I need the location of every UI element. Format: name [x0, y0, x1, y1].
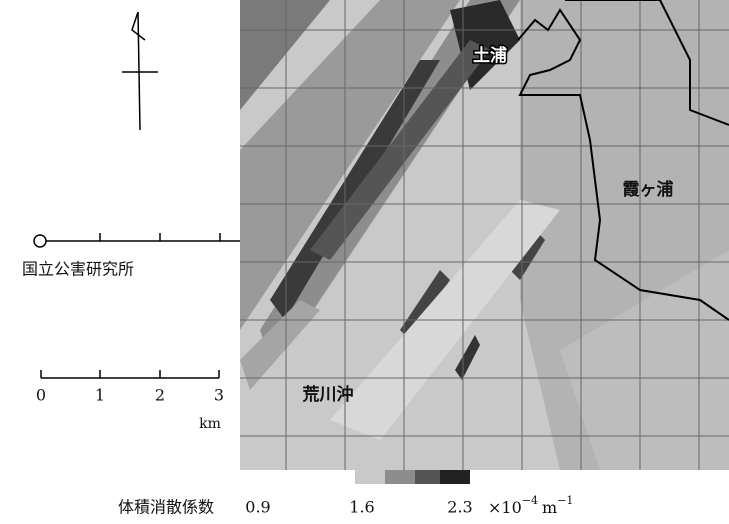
scale-bar	[41, 370, 219, 378]
colorbar-label: 体積消散係数	[118, 498, 214, 517]
site-marker	[34, 233, 240, 247]
scale-label: 3	[214, 386, 224, 405]
unit-part: −1	[557, 494, 573, 507]
unit-part: −4	[522, 494, 538, 507]
colorbar-tick: 1.6	[349, 498, 374, 517]
place-label: 土浦	[473, 45, 507, 66]
colorbar	[355, 470, 470, 484]
scale-label: 1	[95, 386, 105, 405]
scale-label: 2	[155, 386, 165, 405]
unit-part: m	[542, 498, 557, 517]
place-label: 霞ヶ浦	[623, 179, 674, 200]
figure: 土浦 霞ヶ浦 荒川沖 国立公害研究所 0 1 2 3 km 体積消散係数 0.9…	[0, 0, 729, 524]
colorbar-tick: 0.9	[245, 498, 270, 517]
colorbar-tick: 2.3	[447, 498, 472, 517]
place-label: 荒川沖	[302, 384, 354, 405]
scale-unit: km	[199, 416, 221, 432]
colorbar-unit: ×10−4 m−1	[488, 494, 573, 517]
site-label: 国立公害研究所	[22, 260, 134, 279]
north-arrow	[122, 12, 158, 130]
scale-label: 0	[36, 386, 46, 405]
unit-part: ×10	[488, 498, 522, 517]
